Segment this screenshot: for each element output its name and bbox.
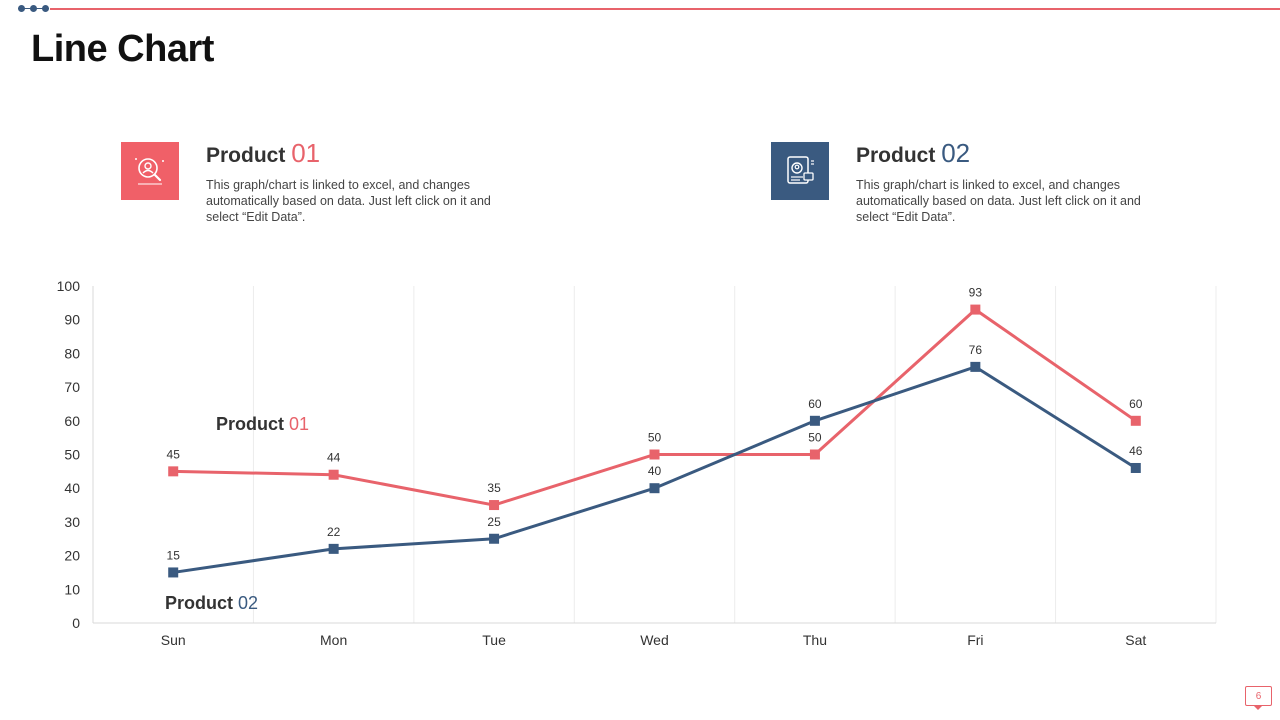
- data-point: [809, 415, 820, 426]
- y-tick-label: 90: [64, 312, 80, 328]
- page-number-badge: 6: [1245, 686, 1272, 706]
- y-tick-label: 20: [64, 548, 80, 564]
- data-point: [649, 449, 660, 460]
- data-label: 15: [167, 548, 181, 562]
- data-label: 50: [808, 431, 822, 445]
- series-label: Product 01: [216, 414, 309, 434]
- data-label: 35: [487, 481, 501, 495]
- y-tick-label: 10: [64, 581, 80, 597]
- y-tick-label: 60: [64, 413, 80, 429]
- page-title: Line Chart: [31, 28, 214, 70]
- data-label: 45: [167, 447, 181, 461]
- header-dots-decoration: [18, 5, 54, 13]
- data-label: 22: [327, 525, 341, 539]
- data-label: 76: [969, 343, 983, 357]
- line-chart: 0 10 20 30 40 50 60 70 80 90 100 Sun Mon Tue Wed Thu Fri…: [57, 278, 1217, 648]
- product-01-number: 01: [291, 138, 321, 168]
- x-tick-label: Sun: [161, 632, 186, 648]
- data-point: [970, 304, 981, 315]
- data-label: 50: [648, 431, 662, 445]
- product-02-description: This graph/chart is linked to excel, and…: [856, 178, 1141, 224]
- user-search-icon: [121, 142, 179, 200]
- x-tick-label: Wed: [640, 632, 669, 648]
- y-tick-label: 70: [64, 379, 80, 395]
- x-tick-label: Mon: [320, 632, 347, 648]
- data-point: [649, 483, 660, 494]
- y-tick-label: 50: [64, 447, 80, 463]
- data-point: [809, 449, 820, 460]
- page-badge-pointer: [1253, 705, 1263, 710]
- data-point: [1130, 415, 1141, 426]
- data-label: 25: [487, 515, 501, 529]
- product-01-description: This graph/chart is linked to excel, and…: [206, 178, 491, 224]
- y-tick-label: 0: [72, 615, 80, 631]
- x-tick-label: Fri: [967, 632, 983, 648]
- y-tick-label: 100: [57, 278, 81, 294]
- series-label: Product 02: [165, 593, 258, 613]
- product-02-heading: Product 02: [856, 138, 971, 168]
- data-point: [489, 500, 500, 511]
- data-label: 40: [648, 464, 662, 478]
- x-tick-label: Tue: [482, 632, 506, 648]
- id-card-icon: [771, 142, 829, 200]
- data-label: 44: [327, 451, 341, 465]
- data-point: [489, 533, 500, 544]
- header-rule: [50, 8, 1280, 10]
- x-tick-label: Thu: [803, 632, 827, 648]
- data-label: 46: [1129, 444, 1143, 458]
- data-point: [168, 466, 179, 477]
- y-tick-label: 30: [64, 514, 80, 530]
- y-tick-label: 40: [64, 480, 80, 496]
- x-tick-label: Sat: [1125, 632, 1146, 648]
- data-label: 60: [1129, 397, 1143, 411]
- data-point: [168, 567, 179, 578]
- product-02-number: 02: [941, 138, 971, 168]
- data-label: 93: [969, 286, 983, 300]
- data-label: 60: [808, 397, 822, 411]
- data-point: [970, 361, 981, 372]
- product-01-heading: Product 01: [206, 138, 321, 168]
- data-point: [328, 469, 339, 480]
- data-point: [328, 543, 339, 554]
- data-point: [1130, 462, 1141, 473]
- y-tick-label: 80: [64, 345, 80, 361]
